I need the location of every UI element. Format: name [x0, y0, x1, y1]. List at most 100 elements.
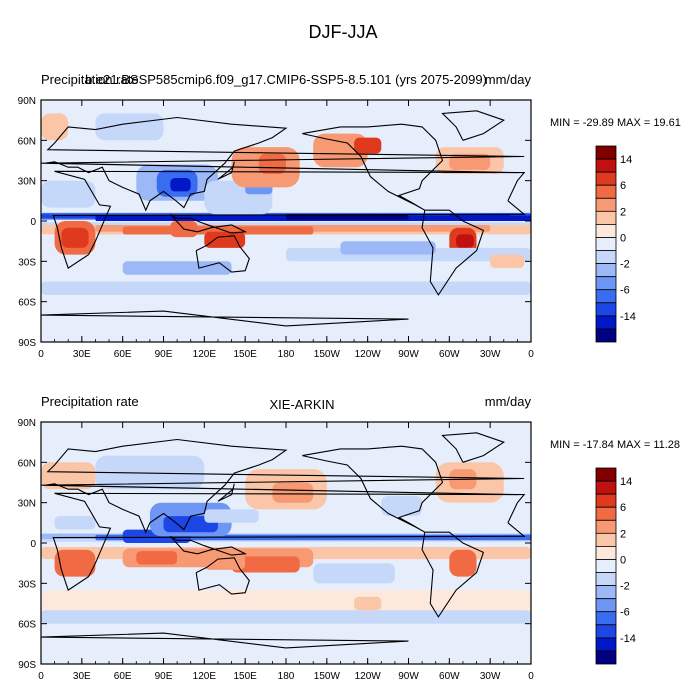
colorbar-box [595, 493, 617, 508]
field-patch [136, 551, 178, 565]
colorbar-box [595, 546, 617, 560]
field-patch [41, 637, 531, 664]
panel-2-coastlines [41, 432, 526, 649]
panel-1-map [41, 100, 531, 342]
y-tick-label: 60S [18, 298, 36, 309]
colorbar-box [595, 519, 617, 534]
colorbar-box [595, 158, 617, 173]
panel-2: Precipitation rate XIE-ARKIN mm/day MIN … [18, 394, 680, 682]
panel-1-field [41, 113, 531, 342]
field-patch [41, 610, 531, 624]
x-tick-label: 60W [439, 349, 460, 360]
panel-1: Precipitation rate b.e21.BSSP585cmip6.f0… [18, 72, 681, 360]
panel-2-title-center: XIE-ARKIN [269, 397, 334, 412]
field-patch [354, 137, 382, 154]
field-patch [490, 254, 525, 268]
colorbar-box [595, 250, 617, 265]
y-tick-label: 0 [30, 217, 36, 228]
colorbar-label: -2 [620, 581, 630, 593]
coastline [41, 116, 525, 212]
x-tick-label: 30W [480, 671, 501, 682]
colorbar-label: -2 [620, 259, 630, 271]
panel-1-title-center: b.e21.BSSP585cmip6.f09_g17.CMIP6-SSP5-8.… [85, 72, 487, 87]
coastline [52, 492, 526, 591]
figure-title: DJF-JJA [309, 22, 378, 42]
field-patch [231, 556, 300, 573]
field-patch [258, 153, 286, 174]
panel-1-title-left: Precipitation rate [41, 72, 139, 87]
field-patch [54, 516, 96, 530]
field-patch [204, 509, 259, 523]
colorbar-label: 0 [620, 233, 626, 245]
y-tick-label: 30S [18, 257, 36, 268]
field-patch [41, 113, 69, 141]
coastline [52, 170, 526, 269]
coastline [217, 161, 235, 180]
coastline [441, 110, 506, 141]
field-patch [272, 482, 314, 503]
colorbar-box [595, 480, 617, 495]
y-tick-label: 90S [18, 660, 36, 671]
colorbar-box [595, 624, 617, 639]
colorbar-box [595, 572, 617, 587]
colorbar-label: -14 [620, 633, 636, 645]
field-patch [61, 227, 89, 248]
y-tick-label: 30S [18, 579, 36, 590]
panel-1-axes: 0 30E 60E 90E 120E 150E 180 150W 120W 90W 60W 30W 09… [18, 96, 535, 360]
colorbar-box [595, 315, 617, 330]
colorbar-box [595, 210, 617, 225]
colorbar-box [595, 171, 617, 186]
x-tick-label: 120E [193, 671, 217, 682]
colorbar-box [595, 559, 617, 574]
coastline [302, 445, 444, 533]
colorbar-label: 6 [620, 180, 626, 192]
field-patch [286, 214, 409, 220]
colorbar-box [595, 197, 617, 212]
panel-2-stats: MIN = -17.84 MAX = 11.28 [550, 439, 680, 451]
coastline [421, 531, 485, 618]
coastline [41, 632, 409, 649]
x-tick-label: 60W [439, 671, 460, 682]
coastline [41, 310, 409, 327]
coastline [441, 432, 506, 463]
coastline [421, 209, 485, 296]
x-tick-label: 180 [278, 349, 295, 360]
field-patch [313, 563, 395, 584]
x-tick-label: 150W [314, 349, 341, 360]
x-tick-label: 90W [398, 671, 419, 682]
panel-2-title-left: Precipitation rate [41, 394, 139, 409]
colorbar-box [595, 532, 617, 547]
x-tick-label: 150W [314, 671, 341, 682]
x-tick-label: 150E [233, 349, 257, 360]
x-tick-label: 120E [193, 349, 217, 360]
x-tick-label: 150E [233, 671, 257, 682]
colorbar-label: 14 [620, 154, 632, 166]
field-patch [54, 549, 96, 577]
x-tick-label: 30E [73, 349, 91, 360]
colorbar-label: 2 [620, 528, 626, 540]
y-tick-label: 60N [18, 458, 36, 469]
field-patch [449, 214, 511, 220]
x-tick-label: 90E [155, 349, 173, 360]
coastline [195, 557, 250, 595]
field-patch [122, 261, 232, 275]
field-patch [41, 180, 96, 208]
panel-1-title-right: mm/day [485, 72, 532, 87]
colorbar-label: -6 [620, 285, 630, 297]
colorbar-label: 0 [620, 555, 626, 567]
field-patch [95, 113, 164, 141]
y-tick-label: 90S [18, 338, 36, 349]
coastline [41, 438, 525, 534]
colorbar-box [595, 263, 617, 278]
field-patch [163, 516, 218, 533]
coastline [169, 213, 248, 234]
x-tick-label: 30E [73, 671, 91, 682]
colorbar-box [595, 302, 617, 317]
colorbar-box [595, 637, 617, 652]
x-tick-label: 90E [155, 671, 173, 682]
y-tick-label: 0 [30, 539, 36, 550]
panel-2-map [41, 422, 531, 664]
field-patch [354, 596, 382, 611]
coastline [302, 123, 444, 211]
